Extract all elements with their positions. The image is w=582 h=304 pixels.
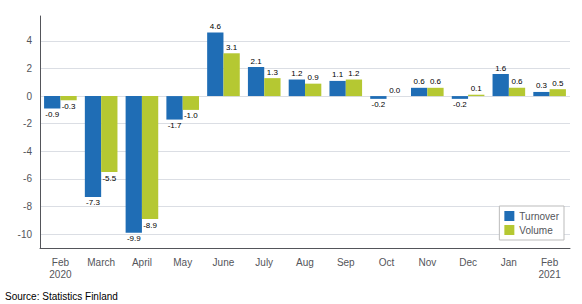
svg-text:1.1: 1.1 (332, 70, 344, 79)
svg-text:Oct: Oct (379, 257, 395, 268)
svg-text:1.2: 1.2 (291, 69, 303, 78)
svg-text:1.6: 1.6 (495, 64, 507, 73)
svg-text:0: 0 (26, 91, 32, 102)
svg-text:2020: 2020 (49, 269, 72, 280)
svg-text:-5.5: -5.5 (102, 174, 116, 183)
svg-text:-8: -8 (23, 201, 32, 212)
svg-text:-0.9: -0.9 (45, 110, 59, 119)
svg-text:-4: -4 (23, 146, 32, 157)
svg-text:2.1: 2.1 (251, 57, 263, 66)
svg-text:May: May (173, 257, 192, 268)
svg-text:-7.3: -7.3 (86, 198, 100, 207)
svg-text:April: April (132, 257, 152, 268)
svg-text:1.3: 1.3 (267, 68, 279, 77)
svg-text:Jan: Jan (501, 257, 517, 268)
svg-text:0.6: 0.6 (414, 77, 426, 86)
svg-text:Feb: Feb (52, 257, 70, 268)
svg-text:2021: 2021 (538, 269, 561, 280)
svg-text:Sep: Sep (337, 257, 355, 268)
svg-text:2: 2 (26, 63, 32, 74)
svg-text:Nov: Nov (418, 257, 436, 268)
svg-text:July: July (255, 257, 273, 268)
svg-text:-0.3: -0.3 (62, 102, 76, 111)
svg-text:1.2: 1.2 (348, 69, 360, 78)
svg-text:Volume: Volume (519, 225, 553, 236)
svg-text:0.1: 0.1 (471, 84, 483, 93)
svg-text:-1.7: -1.7 (168, 121, 182, 130)
svg-text:0.6: 0.6 (511, 77, 523, 86)
svg-text:-9.9: -9.9 (127, 234, 141, 243)
svg-text:-10: -10 (18, 229, 33, 240)
svg-text:0.3: 0.3 (536, 81, 548, 90)
svg-text:Source: Statistics Finland: Source: Statistics Finland (5, 291, 118, 302)
svg-text:-0.2: -0.2 (453, 100, 467, 109)
svg-text:-8.9: -8.9 (143, 221, 157, 230)
svg-text:-1.0: -1.0 (184, 111, 198, 120)
svg-text:Dec: Dec (459, 257, 477, 268)
svg-text:0.9: 0.9 (308, 73, 320, 82)
svg-text:-6: -6 (23, 173, 32, 184)
svg-text:Aug: Aug (296, 257, 314, 268)
svg-text:-2: -2 (23, 118, 32, 129)
svg-text:June: June (213, 257, 235, 268)
svg-text:March: March (87, 257, 115, 268)
svg-text:4: 4 (26, 35, 32, 46)
svg-text:Turnover: Turnover (519, 211, 559, 222)
svg-text:Feb: Feb (541, 257, 559, 268)
svg-text:3.1: 3.1 (226, 43, 238, 52)
svg-text:0.5: 0.5 (552, 79, 564, 88)
svg-text:4.6: 4.6 (210, 22, 222, 31)
svg-text:0.6: 0.6 (430, 77, 442, 86)
svg-text:0.0: 0.0 (389, 86, 401, 95)
svg-text:-0.2: -0.2 (371, 100, 385, 109)
